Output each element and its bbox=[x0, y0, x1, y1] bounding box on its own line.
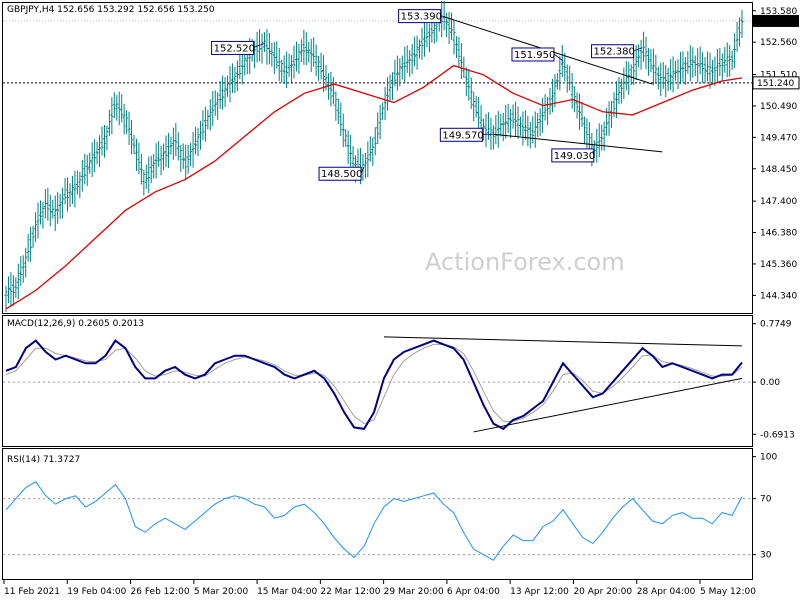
macd-trendline bbox=[473, 377, 743, 433]
x-tick-label: 5 May 12:00 bbox=[700, 587, 756, 597]
macd-signal-line bbox=[5, 343, 743, 425]
price-pane-title: GBPJPY,H4 152.656 153.292 152.656 153.25… bbox=[7, 5, 215, 15]
x-tick-label: 28 Apr 04:00 bbox=[637, 587, 696, 597]
macd-pane-frame bbox=[2, 315, 753, 447]
watermark: ActionForex.com bbox=[425, 248, 625, 276]
annotation-box bbox=[439, 127, 483, 142]
price-layer: 153.390 152.520 148.500 151.950 149.570 149.0… bbox=[3, 0, 752, 312]
annotation-label: 152.520 bbox=[214, 43, 255, 54]
rsi-tick-label: 70 bbox=[760, 495, 772, 505]
x-tick-label: 13 Apr 12:00 bbox=[510, 587, 569, 597]
annotation-label: 153.390 bbox=[401, 12, 442, 23]
annotation-box bbox=[211, 40, 255, 55]
annotation-box bbox=[398, 9, 442, 24]
annotation-label: 149.570 bbox=[442, 130, 483, 141]
price-tick-label: 144.340 bbox=[760, 291, 797, 301]
annotation-label: 149.030 bbox=[554, 151, 595, 162]
x-tick-label: 22 Mar 12:00 bbox=[320, 587, 380, 597]
price-tick-label: 151.510 bbox=[760, 71, 797, 81]
rsi-line bbox=[5, 481, 743, 561]
macd-tick-label: 0.7749 bbox=[760, 320, 792, 330]
macd-pane-title: MACD(12,26,9) 0.2605 0.2013 bbox=[7, 319, 144, 329]
annotation-leader bbox=[253, 43, 265, 48]
level-label: 151.240 bbox=[757, 79, 794, 89]
x-tick-label: 6 Apr 04:00 bbox=[447, 587, 500, 597]
annotation-box bbox=[551, 148, 595, 163]
macd-layer bbox=[3, 336, 752, 433]
price-tick-label: 149.470 bbox=[760, 133, 797, 143]
annotation-leader bbox=[440, 15, 444, 18]
annotation-leader bbox=[360, 167, 365, 174]
level-badge bbox=[752, 76, 800, 90]
moving-average-line bbox=[5, 64, 743, 310]
x-tick-label: 20 Apr 20:00 bbox=[573, 587, 632, 597]
annotation-label: 148.500 bbox=[321, 169, 362, 180]
rsi-tick-label: 30 bbox=[760, 551, 772, 561]
x-tick-label: 11 Feb 2021 bbox=[4, 587, 60, 597]
x-tick-label: 19 Feb 04:00 bbox=[67, 587, 126, 597]
price-tick-label: 152.560 bbox=[760, 38, 797, 48]
annotation-box bbox=[591, 44, 635, 59]
current-price-badge bbox=[753, 14, 799, 27]
axis-layer: 153.580 152.560 151.510 150.490 149.470 148.4… bbox=[3, 7, 800, 597]
price-tick-label: 146.380 bbox=[760, 229, 797, 239]
annotation-leader bbox=[553, 53, 564, 62]
x-tick-label: 15 Mar 04:00 bbox=[257, 587, 317, 597]
macd-trendline bbox=[383, 336, 743, 347]
annotation-leader bbox=[592, 150, 595, 156]
current-price-label: 153.250 bbox=[757, 17, 794, 27]
annotation-box bbox=[318, 166, 362, 181]
price-tick-label: 150.490 bbox=[760, 102, 797, 112]
price-trendline bbox=[493, 133, 663, 153]
annotation-leader bbox=[633, 47, 643, 52]
rsi-tick-label: 100 bbox=[760, 453, 777, 463]
rsi-layer bbox=[3, 481, 752, 561]
macd-tick-label: -0.6913 bbox=[760, 430, 795, 440]
annotation-label: 152.380 bbox=[594, 47, 635, 58]
x-tick-label: 26 Feb 12:00 bbox=[131, 587, 190, 597]
price-pane-frame bbox=[2, 2, 753, 314]
annotation-label: 151.950 bbox=[514, 50, 555, 61]
x-tick-label: 29 Mar 20:00 bbox=[384, 587, 444, 597]
rsi-pane-title: RSI(14) 71.3727 bbox=[7, 455, 80, 465]
price-tick-label: 153.580 bbox=[760, 7, 797, 17]
macd-line bbox=[5, 339, 743, 431]
x-tick-label: 5 Mar 20:00 bbox=[194, 587, 249, 597]
price-tick-label: 145.360 bbox=[760, 260, 797, 270]
price-tick-label: 148.450 bbox=[760, 165, 797, 175]
macd-tick-label: 0.00 bbox=[760, 378, 780, 388]
rsi-pane-frame bbox=[2, 448, 753, 580]
price-tick-label: 147.400 bbox=[760, 197, 797, 207]
